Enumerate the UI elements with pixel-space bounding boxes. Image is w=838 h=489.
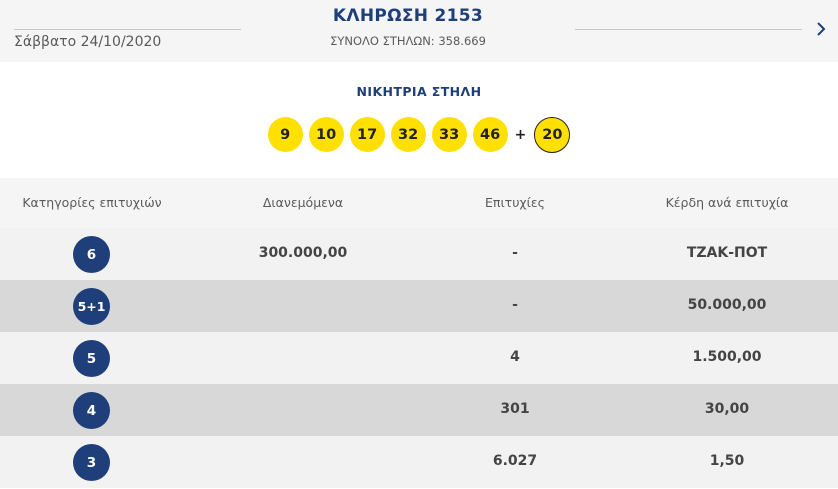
table-row: 4 301 30,00 [0,384,838,436]
winners-count: 301 [500,401,530,417]
distributed-amount: 300.000,00 [258,245,348,261]
category-badge: 5+1 [73,288,110,325]
joker-ball: 20 [534,116,571,153]
number-ball: 17 [349,117,385,152]
category-badge: 4 [73,392,110,429]
header-winners: Επιτυχίες [485,195,545,210]
next-draw-button[interactable] [810,17,832,41]
total-columns: ΣΥΝΟΛΟ ΣΤΗΛΩΝ: 358.669 [330,34,486,48]
chevron-right-icon [817,22,826,36]
header-category: Κατηγορίες επιτυχιών [22,195,162,210]
number-ball: 32 [390,117,426,152]
category-badge: 5 [73,340,110,377]
header-divider-right [575,29,802,30]
header-distributed: Διανεμόμενα [262,195,344,210]
table-row: 5+1 - 50.000,00 [0,280,838,332]
prize-per-winner: 30,00 [704,401,750,417]
number-ball: 9 [267,117,303,152]
table-row: 6 300.000,00 - ΤΖΑΚ-ΠΟΤ [0,228,838,280]
winning-column-label: ΝΙΚΗΤΡΙΑ ΣΤΗΛΗ [356,84,482,99]
winners-count: - [512,297,518,313]
number-ball: 33 [431,117,467,152]
header-divider-left [14,29,241,30]
draw-title: ΚΛΗΡΩΣΗ 2153 [332,6,484,26]
number-ball: 46 [472,117,508,152]
prize-per-winner: 50.000,00 [687,297,767,313]
plus-sign: + [514,126,527,143]
table-row: 3 6.027 1,50 [0,436,838,488]
number-ball: 10 [308,117,344,152]
table-row: 5 4 1.500,00 [0,332,838,384]
draw-date: Σάββατο 24/10/2020 [14,34,162,50]
results-table-header: Κατηγορίες επιτυχιών Διανεμόμενα Επιτυχί… [0,178,838,228]
winners-count: - [512,245,518,261]
winners-count: 4 [510,349,520,365]
winning-numbers: 9 10 17 32 33 46 + 20 [0,116,838,153]
prize-per-winner: ΤΖΑΚ-ΠΟΤ [686,245,768,261]
draw-header: Σάββατο 24/10/2020 ΚΛΗΡΩΣΗ 2153 ΣΥΝΟΛΟ Σ… [0,0,838,62]
category-badge: 6 [73,236,110,273]
winners-count: 6.027 [492,453,538,469]
prize-per-winner: 1,50 [709,453,745,469]
category-badge: 3 [73,444,110,481]
prize-per-winner: 1.500,00 [692,349,762,365]
header-prize: Κέρδη ανά επιτυχία [665,195,789,210]
